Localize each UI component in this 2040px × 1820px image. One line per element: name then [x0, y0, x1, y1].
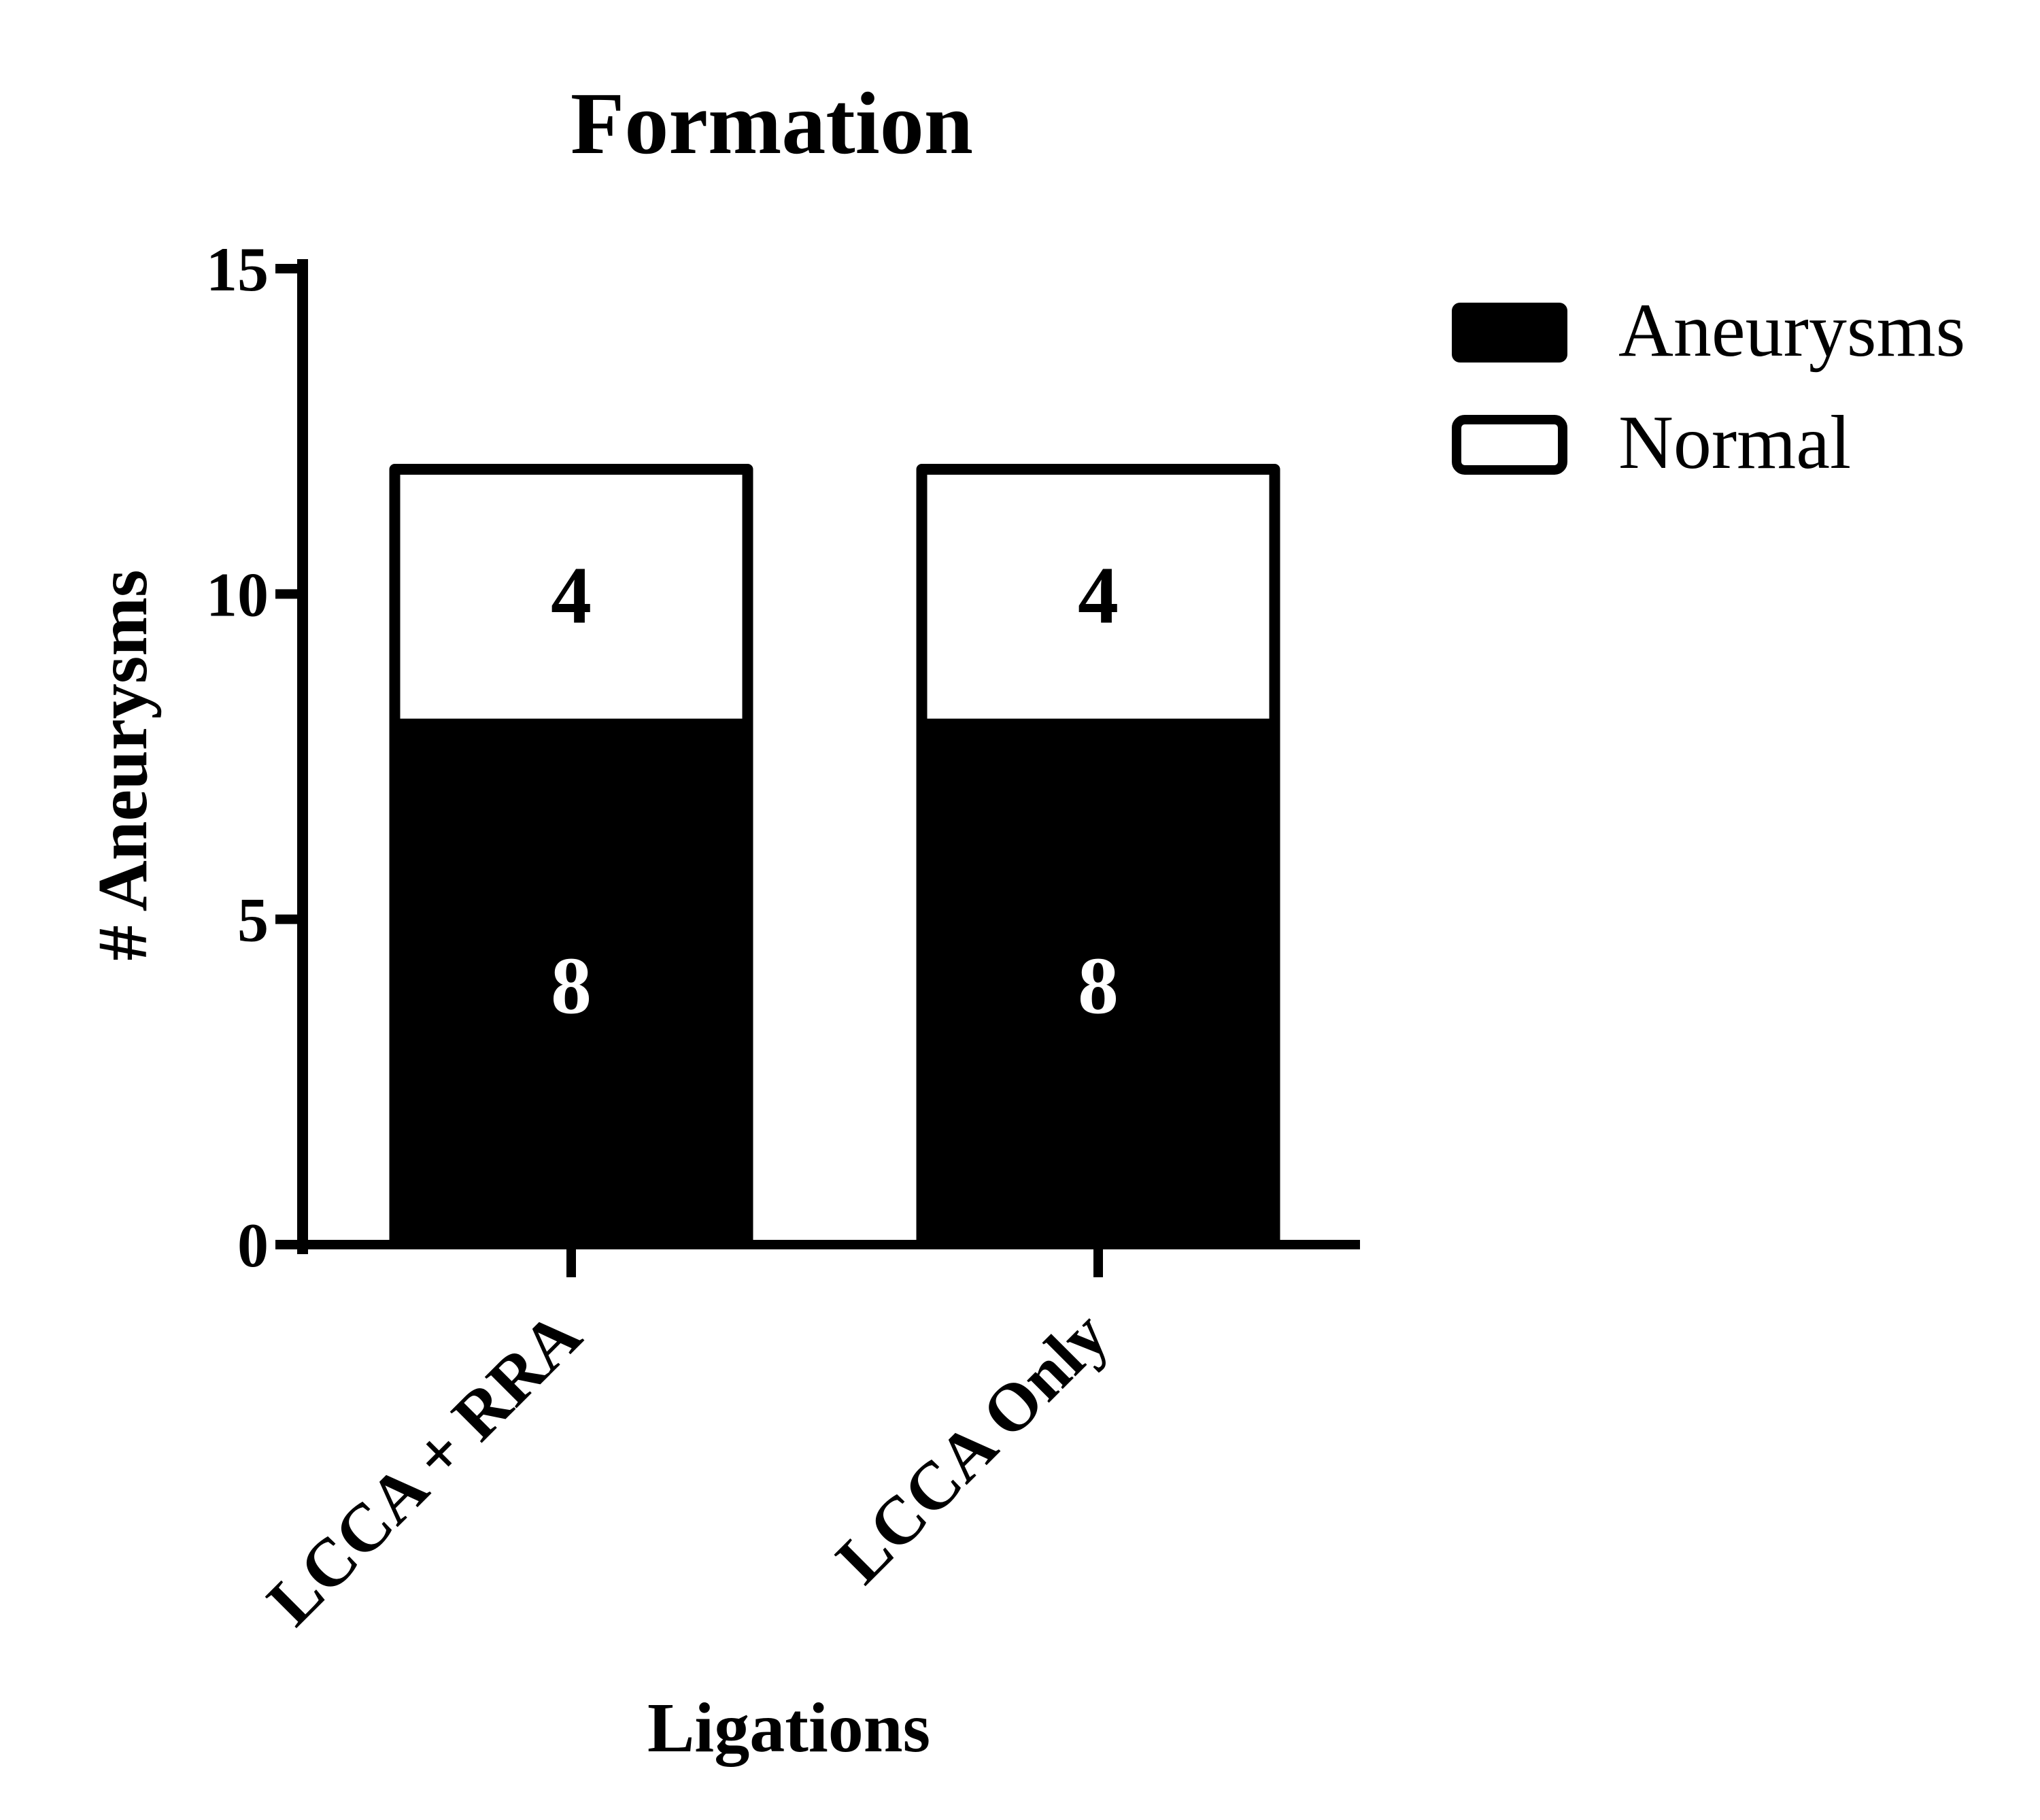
bar-data-label: 4	[1078, 550, 1119, 640]
x-category-label: LCCA + RRA	[253, 1297, 596, 1640]
legend-swatch-aneurysms	[1452, 303, 1567, 363]
bar-segment-aneurysms-0	[389, 724, 753, 1245]
x-axis-label: Ligations	[647, 1689, 930, 1767]
bar-segment-normal-0	[389, 464, 753, 730]
x-categories-layer: LCCA + RRA LCCA Only	[253, 1245, 1123, 1640]
bar-segment-aneurysms-1	[916, 724, 1280, 1245]
y-tick-label: 15	[206, 235, 269, 304]
y-tick-label: 5	[237, 886, 269, 955]
legend-label-normal: Normal	[1618, 401, 1851, 485]
x-category-label: LCCA Only	[822, 1297, 1123, 1598]
legend-label-aneurysms: Aneurysms	[1618, 288, 1965, 373]
y-tick-label: 0	[237, 1211, 269, 1280]
legend-swatch-normal	[1452, 415, 1567, 475]
y-ticks-layer: 0 5 10 15	[206, 235, 303, 1280]
bar-data-label: 8	[1078, 940, 1119, 1030]
axes-layer	[275, 259, 1360, 1254]
bar-segment-normal-1	[916, 464, 1280, 730]
y-tick-label: 10	[206, 560, 269, 629]
legend: Aneurysms Normal	[1452, 288, 1965, 485]
bars-layer: 8 4 8 4	[389, 464, 1280, 1245]
bar-data-label: 4	[551, 550, 592, 640]
bar-data-label: 8	[551, 940, 592, 1030]
chart-title: Formation	[571, 75, 973, 173]
y-axis-label: # Aneurysms	[84, 570, 162, 961]
